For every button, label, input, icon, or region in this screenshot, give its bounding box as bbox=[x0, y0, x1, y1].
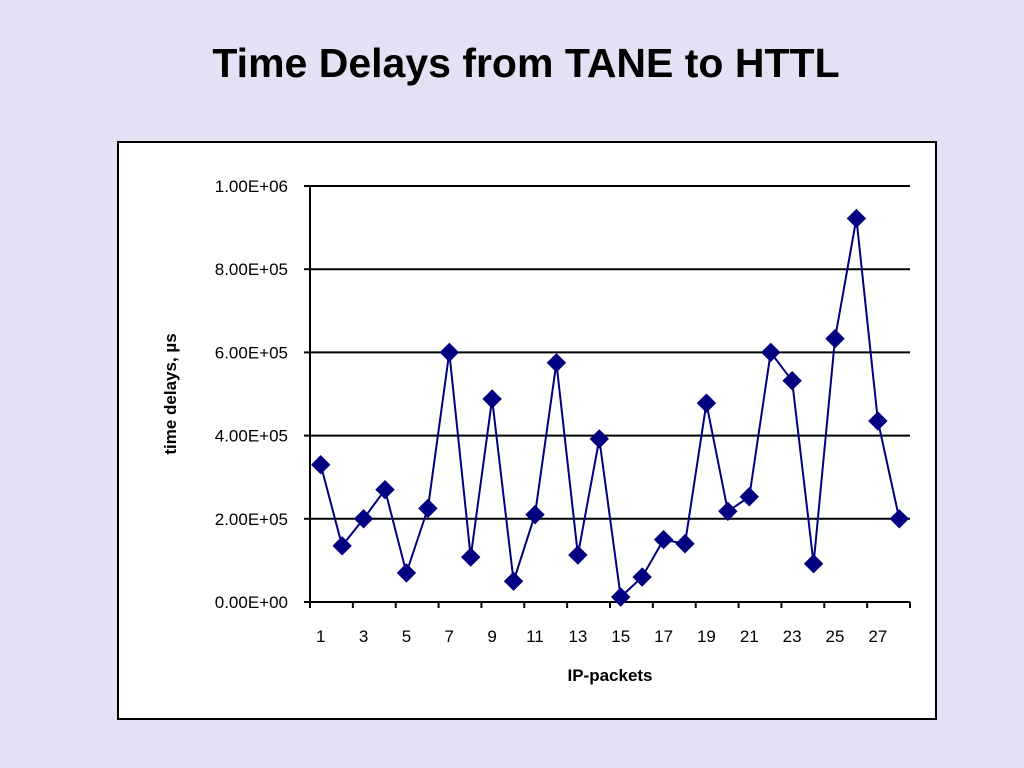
series-group bbox=[311, 208, 909, 607]
data-point bbox=[589, 429, 609, 449]
y-tick-label: 2.00E+05 bbox=[215, 510, 288, 529]
data-point bbox=[546, 353, 567, 373]
data-point bbox=[525, 504, 545, 525]
data-point bbox=[568, 545, 588, 565]
data-point bbox=[482, 389, 502, 409]
data-point bbox=[889, 509, 909, 529]
x-tick-label: 1 bbox=[316, 627, 325, 646]
x-tick-label: 19 bbox=[697, 627, 716, 646]
data-point bbox=[761, 342, 781, 363]
x-tick-label: 21 bbox=[740, 627, 759, 646]
data-point bbox=[353, 509, 374, 529]
y-tick-label: 0.00E+00 bbox=[215, 593, 288, 612]
axes bbox=[304, 185, 911, 608]
x-tick-label: 5 bbox=[402, 627, 411, 646]
data-point bbox=[846, 208, 867, 229]
x-tick-label: 17 bbox=[654, 627, 673, 646]
x-axis-title: IP-packets bbox=[567, 666, 652, 685]
data-point bbox=[375, 479, 395, 500]
x-tick-label: 3 bbox=[359, 627, 368, 646]
y-axis-title: time delays, µs bbox=[161, 333, 180, 454]
x-tick-label: 7 bbox=[445, 627, 454, 646]
x-tick-label: 23 bbox=[783, 627, 802, 646]
data-point bbox=[418, 498, 438, 519]
chart-frame bbox=[117, 141, 937, 720]
y-tick-label: 4.00E+05 bbox=[215, 427, 288, 446]
x-tick-label: 27 bbox=[868, 627, 887, 646]
y-tick-label: 6.00E+05 bbox=[215, 343, 288, 362]
data-point bbox=[718, 501, 738, 522]
x-tick-label: 11 bbox=[526, 627, 544, 646]
data-point bbox=[332, 536, 352, 556]
y-tick-label: 1.00E+06 bbox=[215, 177, 288, 196]
tick-labels: 0.00E+00 2.00E+05 4.00E+05 6.00E+05 8.00E+05… bbox=[215, 177, 888, 646]
data-point bbox=[461, 547, 481, 567]
data-point bbox=[782, 370, 802, 391]
data-point bbox=[439, 342, 459, 363]
y-tick-label: 8.00E+05 bbox=[215, 260, 288, 279]
data-point bbox=[311, 455, 331, 475]
x-tick-label: 15 bbox=[611, 627, 630, 646]
data-point bbox=[503, 571, 524, 591]
data-point bbox=[739, 487, 759, 507]
data-point bbox=[632, 567, 652, 587]
data-point bbox=[611, 587, 631, 607]
data-point bbox=[825, 328, 845, 349]
gridlines bbox=[310, 185, 910, 520]
x-tick-label: 25 bbox=[826, 627, 845, 646]
data-point bbox=[803, 554, 824, 574]
data-point bbox=[396, 563, 417, 583]
x-tick-label: 13 bbox=[568, 627, 587, 646]
data-point bbox=[675, 534, 695, 554]
data-point bbox=[653, 529, 674, 550]
data-point bbox=[868, 411, 888, 431]
slide-title: Time Delays from TANE to HTTL bbox=[212, 40, 840, 86]
series-line bbox=[319, 218, 901, 600]
data-point bbox=[696, 393, 717, 413]
x-tick-label: 9 bbox=[487, 627, 496, 646]
